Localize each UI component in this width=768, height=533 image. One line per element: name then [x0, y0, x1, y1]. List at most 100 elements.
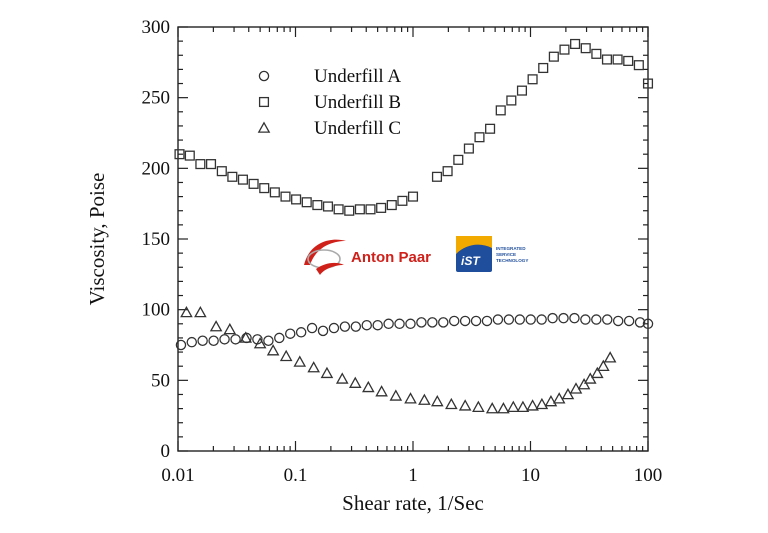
anton-paar-wordmark: Anton Paar	[351, 249, 431, 266]
square-point	[474, 132, 485, 143]
x-tick-label: 10	[521, 465, 540, 486]
circle-point	[317, 325, 329, 337]
triangle-point	[335, 372, 349, 384]
triangle-point	[561, 387, 575, 400]
triangle-point	[375, 385, 388, 397]
circle-point	[591, 314, 602, 325]
triangle-point	[348, 376, 362, 388]
circle-point	[427, 317, 438, 328]
ist-line-2: SERVICE	[496, 252, 516, 257]
legend-circle-marker	[258, 70, 270, 82]
square-point	[312, 200, 323, 211]
triangle-point	[279, 349, 293, 362]
circle-point	[372, 319, 383, 331]
triangle-point	[535, 397, 549, 410]
circle-point	[503, 314, 515, 325]
legend: Underfill A Underfill B Underfill C	[257, 66, 401, 139]
square-point	[322, 201, 334, 212]
circle-point	[208, 335, 219, 347]
square-point	[269, 187, 280, 198]
square-point	[386, 200, 397, 211]
circle-point	[481, 315, 493, 327]
square-point	[365, 204, 376, 215]
y-axis: 0 50 100 150 200 250 300	[142, 17, 648, 462]
square-point	[591, 48, 602, 59]
circle-point	[284, 328, 296, 339]
x-tick-label: 100	[634, 465, 663, 486]
square-point	[397, 195, 408, 206]
series-underfill-a	[175, 312, 654, 351]
square-point	[333, 204, 344, 215]
triangle-point	[458, 399, 472, 411]
y-tick-label: 50	[151, 370, 170, 391]
square-point	[570, 38, 581, 50]
x-tick-label: 0.1	[284, 465, 308, 486]
y-tick-label: 100	[142, 300, 171, 321]
triangle-point	[180, 305, 193, 318]
circle-point	[306, 322, 318, 334]
circle-point	[536, 314, 547, 325]
square-point	[548, 51, 559, 62]
triangle-point	[603, 351, 617, 363]
x-axis: 0.01 0.1 1 10 100	[161, 27, 662, 486]
legend-triangle-marker	[257, 121, 271, 133]
x-tick-label: 0.01	[161, 465, 194, 486]
y-tick-label: 250	[142, 88, 171, 109]
circle-point	[459, 315, 471, 327]
triangle-point	[597, 359, 610, 372]
square-point	[633, 60, 644, 71]
legend-square-marker	[258, 96, 270, 108]
y-tick-label: 300	[142, 17, 171, 38]
circle-point	[612, 315, 624, 327]
triangle-point	[445, 397, 458, 410]
square-point	[291, 194, 302, 205]
square-point	[495, 105, 506, 116]
circle-point	[642, 318, 654, 330]
y-tick-label: 150	[142, 229, 171, 250]
triangle-point	[583, 372, 597, 384]
triangle-point	[418, 393, 431, 405]
square-point	[506, 95, 517, 106]
triangle-point	[239, 331, 253, 343]
circle-point	[602, 314, 613, 325]
square-point	[174, 149, 185, 160]
square-point	[184, 150, 195, 161]
square-point	[642, 78, 654, 89]
square-point	[376, 202, 387, 213]
triangle-point	[293, 355, 307, 367]
triangle-point	[194, 305, 207, 318]
ist-wordmark: iST	[461, 254, 481, 268]
triangle-point	[552, 392, 566, 404]
circle-point	[558, 312, 569, 324]
circle-point	[339, 321, 351, 332]
circle-point	[274, 332, 285, 344]
triangle-point	[497, 402, 510, 414]
square-point	[516, 85, 528, 96]
square-point	[623, 55, 634, 66]
y-axis-title: Viscosity, Poise	[85, 173, 109, 306]
square-point	[612, 54, 623, 65]
square-point	[237, 174, 248, 185]
circle-point	[328, 322, 340, 334]
square-point	[205, 159, 217, 170]
triangle-point	[223, 322, 237, 335]
square-point	[431, 171, 443, 182]
triangle-point	[209, 320, 223, 332]
square-point	[259, 183, 270, 194]
triangle-point	[526, 399, 539, 411]
square-point	[280, 191, 291, 202]
ist-accent-icon	[456, 236, 492, 254]
triangle-point	[430, 394, 444, 407]
circle-point	[634, 317, 646, 328]
triangle-point	[516, 400, 530, 412]
circle-point	[623, 315, 635, 327]
circle-point	[350, 321, 362, 332]
square-point	[485, 123, 496, 134]
circle-point	[448, 315, 460, 327]
circle-point	[186, 336, 198, 348]
circle-point	[525, 314, 536, 325]
x-tick-label: 1	[408, 465, 418, 486]
triangle-point	[485, 402, 499, 414]
circle-point	[492, 314, 504, 325]
square-point	[601, 54, 613, 65]
